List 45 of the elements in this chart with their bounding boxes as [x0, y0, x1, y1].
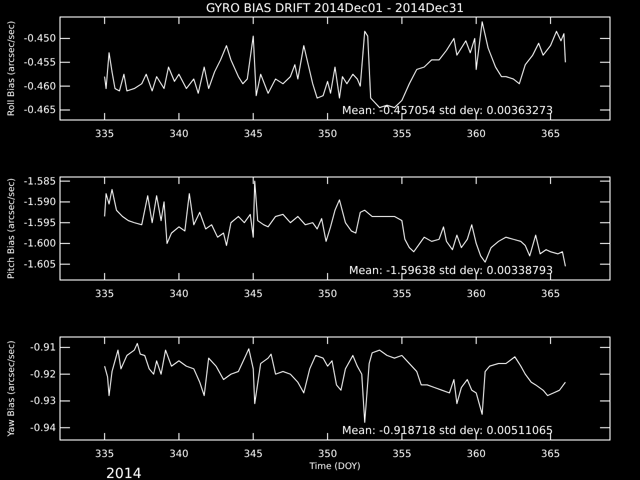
y-tick-label: -0.460: [24, 81, 56, 92]
y-tick-label: -0.91: [30, 342, 56, 354]
y-tick-label: -1.590: [24, 197, 56, 208]
x-tick-label: 335: [95, 129, 114, 140]
x-tick-label: 360: [466, 129, 486, 140]
y-tick-label: -1.585: [24, 176, 56, 188]
line-series: [104, 180, 566, 267]
text: 2014: [106, 466, 142, 480]
chart-title: GYRO BIAS DRIFT 2014Dec01 - 2014Dec31: [206, 1, 464, 15]
x-tick-label: 350: [318, 129, 338, 140]
y-tick-label: -0.450: [24, 34, 56, 45]
y-axis-title: Pitch Bias (arcsec/sec): [7, 178, 17, 279]
x-tick-label: 335: [95, 449, 114, 460]
x-tick-label: 360: [466, 449, 486, 460]
y-tick-label: -0.92: [30, 369, 56, 380]
x-tick-label: 355: [392, 289, 412, 300]
x-tick-label: 355: [392, 449, 412, 460]
x-tick-label: 335: [95, 289, 114, 300]
x-tick-label: 340: [169, 289, 188, 300]
y-tick-label: -1.595: [24, 218, 56, 229]
x-tick-label: 350: [318, 289, 338, 300]
annotation: Mean: -1.59638 std dev: 0.00338793: [349, 264, 553, 277]
x-tick-label: 365: [540, 129, 560, 140]
y-tick-label: -1.600: [24, 238, 56, 250]
x-tick-label: 360: [466, 289, 486, 300]
y-tick-label: -0.465: [24, 105, 56, 116]
x-tick-label: 350: [318, 449, 338, 460]
x-tick-label: 355: [392, 129, 412, 140]
y-tick-label: -0.94: [30, 422, 56, 434]
x-tick-label: 345: [244, 449, 263, 460]
x-axis-title: Time (DOY): [308, 462, 360, 472]
x-tick-label: 365: [540, 449, 560, 460]
y-axis-title: Roll Bias (arcsec/sec): [7, 20, 17, 116]
y-tick-label: -0.455: [24, 58, 56, 68]
annotation: Mean: -0.457054 std dev: 0.00363273: [342, 104, 553, 117]
x-tick-label: 340: [169, 449, 188, 460]
y-axis-title: Yaw Bias (arcsec/sec): [7, 340, 17, 438]
x-tick-label: 345: [244, 129, 263, 140]
annotation: Mean: -0.918718 std dev: 0.00511065: [342, 424, 553, 437]
y-tick-label: -1.605: [24, 259, 56, 270]
x-tick-label: 345: [244, 289, 263, 300]
x-tick-label: 340: [169, 129, 188, 140]
x-tick-label: 365: [540, 289, 560, 300]
line-series: [104, 342, 566, 423]
y-tick-label: -0.93: [30, 396, 56, 408]
